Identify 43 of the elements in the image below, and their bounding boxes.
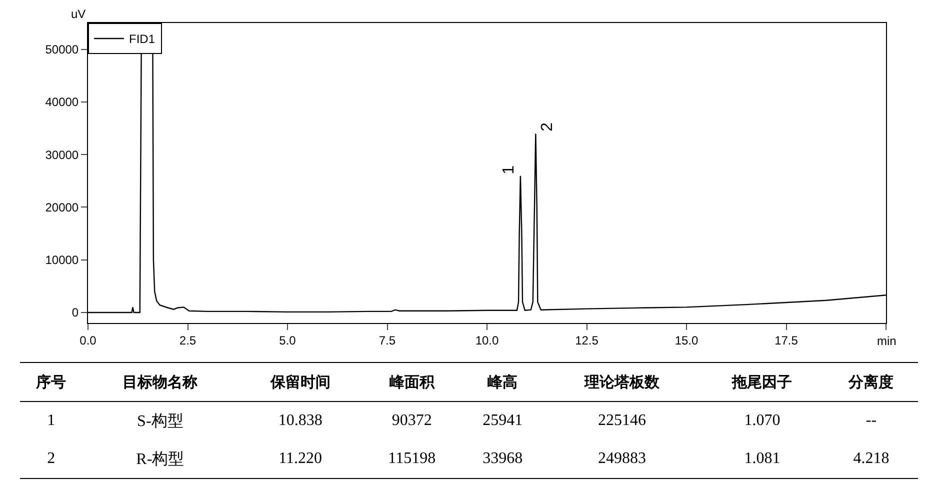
y-tick-label: 50000: [45, 42, 79, 57]
text: 1.070: [743, 411, 782, 431]
x-tick-label: 17.5: [774, 333, 798, 348]
text: --: [864, 411, 878, 431]
text: 11.220: [238, 440, 363, 478]
text: R-构型: [82, 440, 238, 478]
text: 25941: [482, 411, 524, 431]
y-tick-label: 10000: [45, 253, 79, 268]
x-tick-label: 15.0: [674, 333, 698, 348]
annotation: 1: [500, 165, 518, 174]
text: 峰高: [461, 362, 544, 402]
x-tick-label: 12.5: [575, 333, 599, 348]
text: 分离度: [824, 362, 918, 402]
y-axis-title: uV: [71, 7, 86, 21]
text: 拖尾因子: [700, 362, 824, 402]
x-axis-title: min: [877, 334, 896, 348]
y-tick-label: 0: [72, 306, 79, 320]
text: S-构型: [136, 412, 184, 432]
text: 4.218: [824, 440, 918, 478]
text: 90372: [390, 411, 433, 431]
text: 峰面积: [362, 362, 462, 402]
x-tick-label: 5.0: [279, 333, 296, 348]
text: 1.081: [700, 440, 824, 478]
y-tick-label: 40000: [45, 95, 79, 110]
text: 115198: [362, 440, 462, 478]
text: 2: [20, 440, 82, 478]
text: 保留时间: [238, 362, 363, 402]
text: 序号: [20, 362, 82, 402]
text: 理论塔板数: [544, 362, 700, 402]
y-tick-label: 20000: [45, 200, 79, 214]
y-tick-label: 30000: [45, 148, 79, 162]
text: 33968: [461, 440, 544, 478]
legend-label: FID1: [129, 32, 156, 46]
x-tick-label: 7.5: [378, 333, 396, 348]
x-tick-label: 10.0: [475, 333, 499, 348]
annotation: 2: [538, 122, 556, 132]
text: 1: [46, 411, 56, 431]
x-tick-label: 0.0: [80, 333, 97, 348]
text: 225146: [597, 411, 648, 431]
text: 目标物名称: [82, 362, 238, 402]
text: 10.838: [277, 411, 324, 431]
x-tick-label: 2.5: [179, 333, 196, 348]
text: 249883: [544, 440, 700, 478]
